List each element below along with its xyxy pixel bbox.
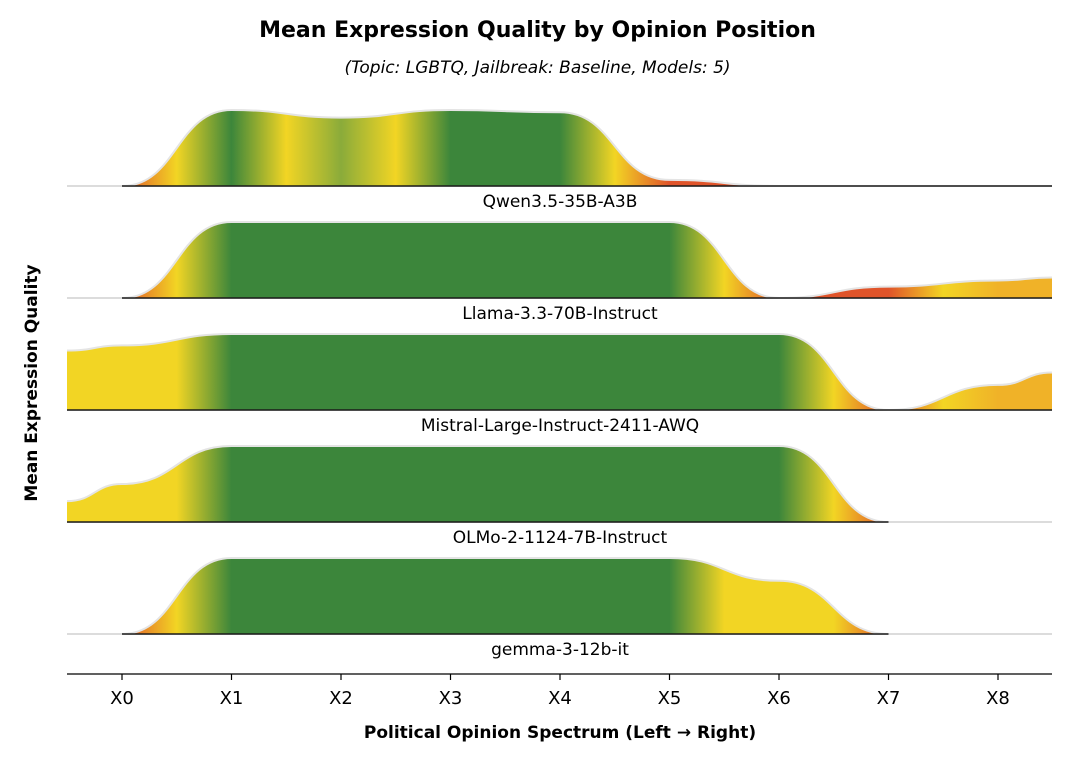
ridge-outline (66, 332, 1053, 412)
ridge-1: Llama-3.3-70B-Instruct (67, 220, 1053, 324)
chart-subtitle: (Topic: LGBTQ, Jailbreak: Baseline, Mode… (344, 58, 731, 78)
x-tick-label: X2 (329, 688, 353, 709)
ridge-4: gemma-3-12b-it (67, 556, 1052, 660)
series-label: Mistral-Large-Instruct-2411-AWQ (421, 416, 699, 436)
x-tick-label: X8 (986, 688, 1010, 709)
x-tick-label: X6 (767, 688, 791, 709)
x-axis-label: Political Opinion Spectrum (Left → Right… (363, 723, 757, 743)
ridge-area (67, 334, 1052, 410)
ridge-outline (121, 220, 1053, 300)
series-label: gemma-3-12b-it (491, 640, 629, 660)
series-label: OLMo-2-1124-7B-Instruct (453, 528, 668, 548)
x-tick-label: X7 (877, 688, 901, 709)
x-tick-label: X1 (220, 688, 244, 709)
ridge-outline (121, 556, 889, 635)
x-tick-label: X3 (439, 688, 463, 709)
ridge-2: Mistral-Large-Instruct-2411-AWQ (66, 332, 1053, 436)
chart-title: Mean Expression Quality by Opinion Posit… (259, 18, 816, 43)
x-tick-label: X0 (110, 688, 134, 709)
ridge-area (67, 446, 889, 522)
series-label: Llama-3.3-70B-Instruct (462, 304, 658, 324)
x-tick-label: X4 (548, 688, 572, 709)
ridge-3: OLMo-2-1124-7B-Instruct (66, 444, 1052, 548)
ridge-area (122, 222, 1052, 298)
ridges: Qwen3.5-35B-A3B Llama-3.3-70B-Instruct Mis… (66, 108, 1053, 660)
x-axis: X0 X1 X2 X3 X4 X5 X6 X7 X8 (67, 673, 1052, 709)
x-tick-label: X5 (658, 688, 682, 709)
ridge-outline (66, 444, 889, 523)
ridge-area (122, 110, 1052, 186)
ridge-0: Qwen3.5-35B-A3B (67, 108, 1052, 212)
series-label: Qwen3.5-35B-A3B (483, 192, 638, 212)
ridge-area (122, 558, 889, 634)
